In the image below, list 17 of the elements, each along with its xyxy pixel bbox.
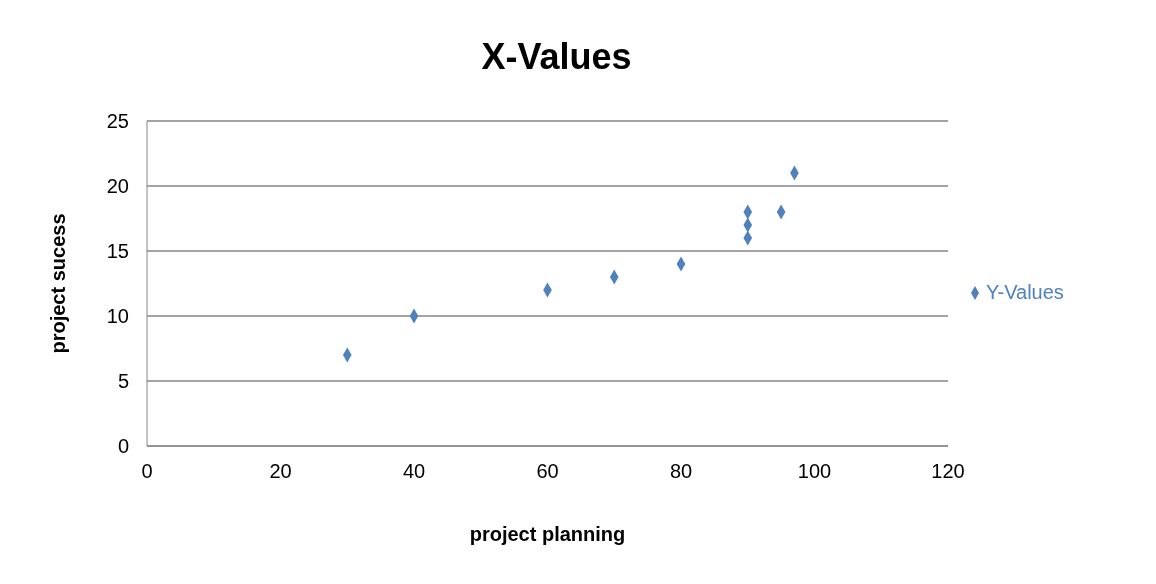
legend-label: Y-Values — [986, 280, 1064, 303]
y-tick-label: 25 — [106, 110, 129, 133]
y-tick-label: 15 — [106, 240, 129, 263]
chart-title: X-Values — [480, 36, 633, 78]
y-tick-label: 10 — [106, 305, 129, 328]
y-tick-label: 5 — [117, 370, 129, 393]
x-tick-label: 0 — [141, 460, 153, 483]
y-tick-label: 20 — [106, 175, 129, 198]
x-tick-label: 100 — [797, 460, 832, 483]
x-tick-label: 120 — [931, 460, 965, 483]
x-tick-label: 60 — [536, 460, 559, 483]
x-tick-label: 20 — [269, 460, 292, 483]
x-tick-label: 80 — [669, 460, 693, 483]
x-tick-label: 40 — [402, 460, 426, 483]
x-axis-title: project planning — [469, 523, 626, 545]
y-axis-title: project sucess — [47, 213, 70, 354]
y-tick-label: 0 — [117, 435, 129, 458]
